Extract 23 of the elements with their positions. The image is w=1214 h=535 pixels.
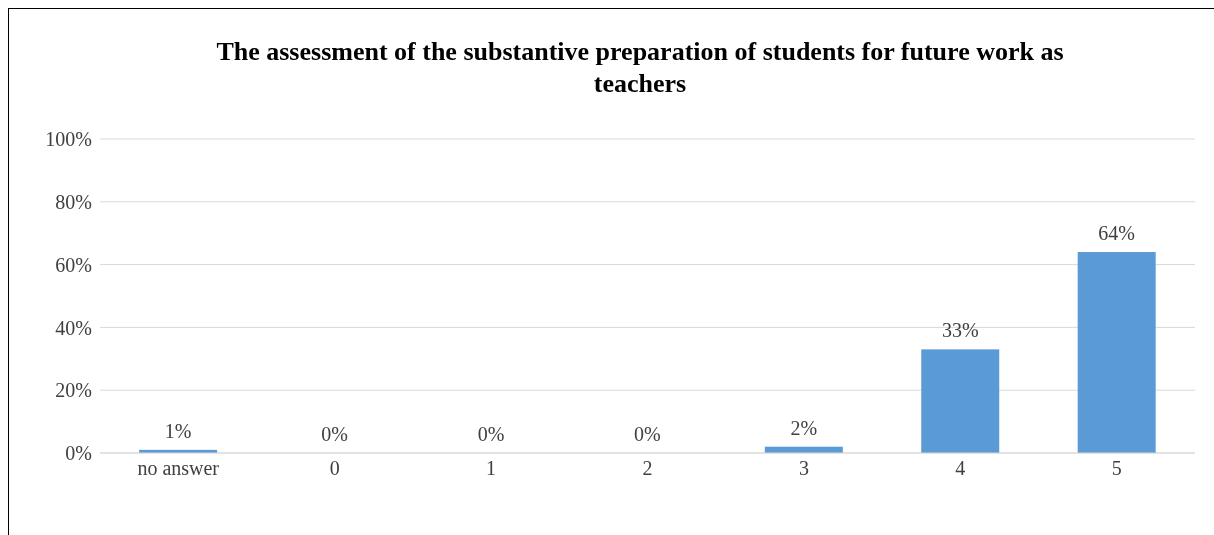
data-label: 1% — [164, 419, 192, 442]
data-label: 0% — [477, 423, 505, 445]
data-label: 2% — [790, 416, 818, 439]
y-tick-label: 0% — [65, 442, 92, 465]
bar — [1077, 252, 1156, 453]
data-label: 33% — [941, 319, 979, 342]
y-tick-label: 100% — [45, 128, 92, 151]
y-tick-label: 80% — [55, 190, 92, 213]
data-label: 0% — [634, 423, 661, 445]
y-tick-label: 40% — [55, 316, 92, 339]
x-tick-label: 5 — [1111, 457, 1122, 480]
y-tick-label: 20% — [55, 379, 92, 402]
chart-title: The assessment of the substantive preparation of students for future work as teachers — [215, 36, 1065, 100]
bar — [921, 349, 1000, 453]
x-tick-label: no answer — [137, 457, 220, 480]
x-tick-label: 3 — [798, 457, 809, 480]
data-label: 0% — [321, 423, 348, 445]
x-tick-label: 1 — [486, 457, 497, 480]
x-tick-label: 4 — [955, 457, 966, 480]
data-label: 64% — [1098, 222, 1136, 245]
y-tick-label: 60% — [55, 253, 92, 276]
x-tick-label: 0 — [329, 457, 340, 480]
x-tick-label: 2 — [642, 457, 653, 480]
